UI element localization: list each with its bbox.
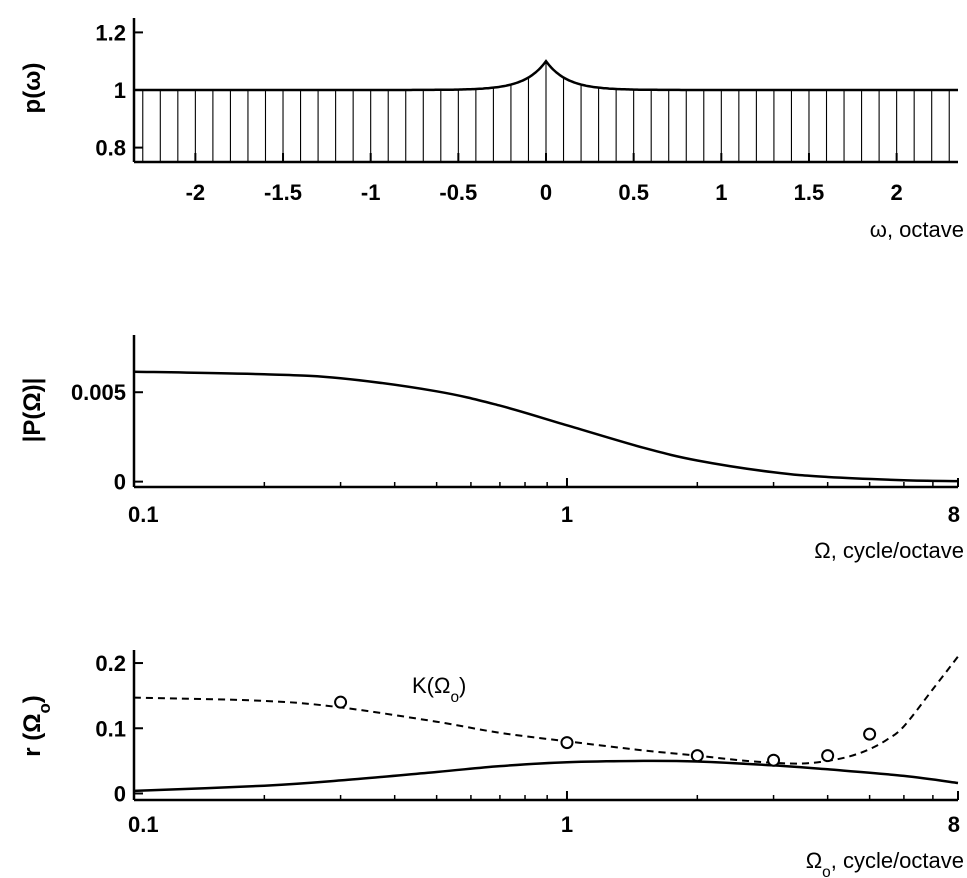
data-point-marker (767, 753, 781, 767)
data-point-marker (334, 695, 348, 709)
x-axis-label: Ωo, cycle/octave (806, 848, 964, 878)
panel-P-Omega: 0 0.005 0.1 1 8 |P(Ω)| Ω, cycle/octave (19, 335, 964, 563)
x-tick-label: -1.5 (264, 180, 302, 205)
x-tick-label: -2 (186, 180, 206, 205)
y-tick-label: 1 (114, 78, 126, 103)
x-axis-label: ω, octave (870, 217, 964, 242)
x-tick-label: 0 (540, 180, 552, 205)
y-tick-label: 1.2 (95, 20, 126, 45)
r-Omega-solid-curve (133, 759, 959, 793)
x-tick-label: -0.5 (439, 180, 477, 205)
y-tick-label: 0 (114, 470, 126, 495)
x-axis-label: Ω, cycle/octave (814, 538, 964, 563)
x-tick-label: 8 (948, 812, 960, 837)
x-tick-label: 0.1 (128, 502, 159, 527)
P-Omega-curve (133, 370, 959, 483)
y-tick-label: 0.005 (71, 380, 126, 405)
y-tick-label: 0.1 (95, 716, 126, 741)
y-tick-label: 0.2 (95, 651, 126, 676)
y-axis-label: p(ω) (19, 63, 46, 114)
panel-r-Omega: K(Ωo)00.10.20.1 1 8r (Ωo)Ωo, cycle/octave (19, 650, 964, 878)
data-point-marker (821, 749, 835, 763)
p-omega-curve (134, 59, 958, 92)
x-tick-label: -1 (361, 180, 381, 205)
panel-p-omega: 0.8 1 1.2 -2 -1.5 -1 -0.5 0 0.5 1 1.5 2 p(ω) ω, octav… (19, 18, 964, 242)
y-tick-label: 0.8 (95, 136, 126, 161)
data-point-marker (863, 727, 877, 741)
x-tick-label: 2 (891, 180, 903, 205)
x-tick-label: 1 (561, 502, 573, 527)
y-axis-label: r (Ωo) (19, 695, 54, 757)
x-tick-label: 0.1 (128, 812, 159, 837)
x-tick-label: 1 (715, 180, 727, 205)
x-tick-label: 1.5 (794, 180, 825, 205)
x-tick-label: 8 (948, 502, 960, 527)
y-axis-label: |P(Ω)| (19, 378, 46, 443)
x-tick-label: 0.5 (618, 180, 649, 205)
K-Omega-annotation: K(Ωo) (412, 673, 466, 706)
x-tick-label: 1 (561, 812, 573, 837)
y-tick-label: 0 (114, 781, 126, 806)
data-point-marker (560, 736, 574, 750)
K-Omega-dashed-curve (133, 655, 959, 765)
data-point-marker (690, 749, 704, 763)
